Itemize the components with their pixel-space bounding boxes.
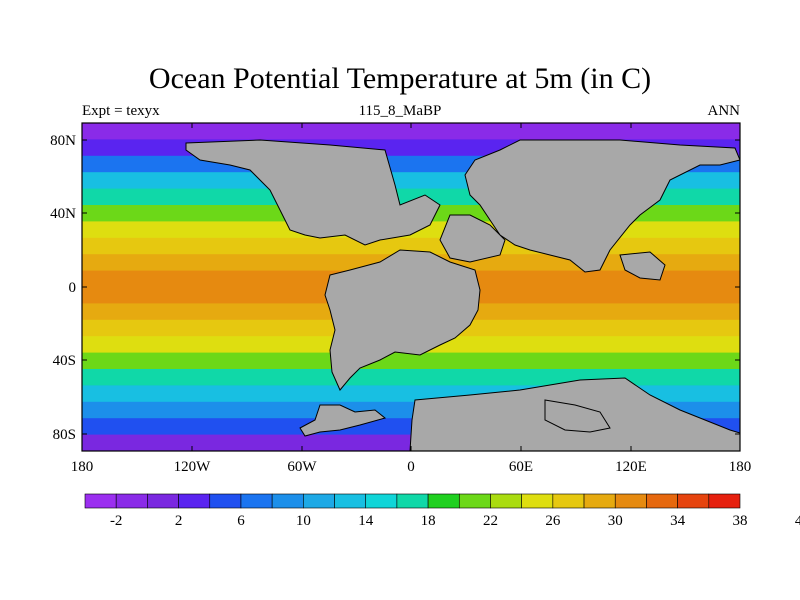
colorbar-swatch [708,493,741,509]
colorbar-swatch [396,493,429,509]
north-america [185,139,441,246]
colorbar-label: 22 [483,513,498,529]
india-block [619,251,666,281]
plot-title: Ocean Potential Temperature at 5m (in C) [148,62,652,95]
colorbar-swatch [209,493,242,509]
europe-asia [464,139,740,273]
africa [439,214,506,263]
lat-tick-label: 80N [50,133,76,149]
lat-tick-label: 80S [53,427,76,443]
lat-tick-label: 0 [69,280,77,296]
colorbar-swatch [427,493,460,509]
colorbar: -226101418222630343842 [84,493,800,529]
south-america [324,249,481,391]
colorbar-label: 6 [237,513,245,529]
colorbar-label: 26 [545,513,561,529]
colorbar-label: 38 [733,513,748,529]
colorbar-label: 42 [795,513,800,529]
colorbar-swatch [614,493,647,509]
colorbar-swatch [240,493,273,509]
land-masses [185,139,740,451]
colorbar-label: 14 [358,513,374,529]
colorbar-swatch [147,493,179,509]
colorbar-swatch [458,493,491,509]
colorbar-label: 10 [296,513,311,529]
colorbar-swatch [677,493,710,509]
colorbar-swatch [303,493,335,509]
colorbar-label: 18 [421,513,436,529]
colorbar-swatch [521,493,554,509]
colorbar-swatch [583,493,616,509]
lon-tick-label: 180 [729,459,752,475]
longitude-axis: 180 120W 60W 0 60E 120E 180 [71,123,752,475]
colorbar-label: 2 [175,513,183,529]
temperature-band [82,123,740,141]
lat-tick-label: 40N [50,206,76,222]
temperature-band [82,352,740,370]
australia [544,399,611,433]
time-label: 115_8_MaBP [358,103,442,119]
lat-tick-label: 40S [53,353,76,369]
colorbar-swatch [178,493,211,509]
lon-tick-label: 180 [71,459,94,475]
colorbar-label: -2 [110,513,123,529]
lon-tick-label: 60E [509,459,533,475]
lon-tick-label: 120E [615,459,647,475]
colorbar-label: 30 [608,513,623,529]
lon-tick-label: 0 [407,459,415,475]
colorbar-swatch [271,493,304,509]
colorbar-swatch [115,493,148,509]
colorbar-swatch [84,493,117,509]
lon-tick-label: 120W [174,459,212,475]
experiment-label: Expt = texyx [82,103,160,119]
season-label: ANN [707,103,741,119]
lon-tick-label: 60W [287,459,317,475]
colorbar-swatch [334,493,367,509]
colorbar-swatch [646,493,678,509]
colorbar-label: 34 [670,513,686,529]
antarctic-peninsula [299,404,387,437]
latitude-axis: 80N 40N 0 40S 80S [50,133,740,443]
colorbar-swatch [365,493,398,509]
colorbar-swatch [552,493,585,509]
temperature-band [82,369,740,387]
colorbar-swatch [490,493,522,509]
